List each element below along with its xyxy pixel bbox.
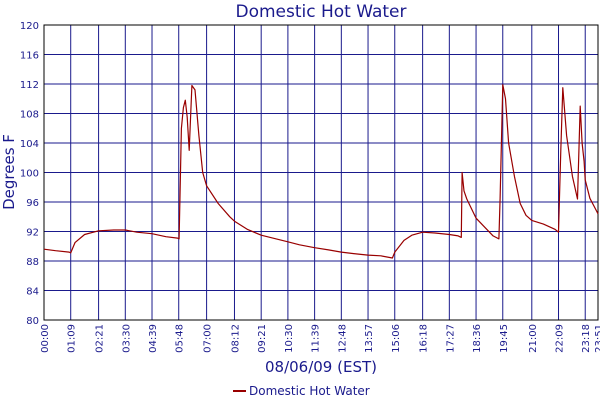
x-tick-label: 15:06	[391, 324, 402, 353]
x-tick-label: 05:48	[175, 324, 186, 353]
x-tick-label: 09:21	[257, 324, 268, 353]
x-tick-label: 10:30	[284, 324, 295, 353]
y-tick-label: 92	[26, 228, 39, 239]
x-tick-label: 02:21	[95, 324, 106, 353]
x-tick-label: 16:18	[419, 324, 430, 353]
x-axis-ticks: 00:00 01:09 02:21 03:30 04:39 05:48 07:00 08:12…	[40, 324, 600, 353]
x-tick-label: 07:00	[203, 324, 214, 353]
y-tick-label: 120	[20, 21, 39, 32]
y-tick-label: 88	[26, 257, 39, 268]
x-tick-label: 03:30	[121, 324, 132, 353]
x-tick-label: 11:39	[311, 324, 322, 353]
x-tick-label: 17:27	[445, 324, 456, 353]
y-tick-label: 100	[20, 169, 39, 180]
y-tick-label: 96	[26, 198, 39, 209]
chart-title: Domestic Hot Water	[235, 2, 406, 22]
series-line	[43, 84, 599, 259]
series-layer	[43, 84, 599, 259]
x-tick-label: 08:12	[230, 324, 241, 353]
legend-label: Domestic Hot Water	[249, 384, 370, 398]
x-tick-label: 19:45	[499, 324, 510, 353]
plot-area-frame	[43, 24, 599, 321]
y-tick-label: 116	[20, 51, 39, 62]
x-tick-label: 22:09	[555, 324, 566, 353]
x-tick-label: 13:57	[364, 324, 375, 353]
y-tick-label: 84	[26, 287, 39, 298]
legend: Domestic Hot Water	[233, 384, 370, 398]
x-tick-label: 01:09	[67, 324, 78, 353]
x-tick-label: 21:00	[528, 324, 539, 353]
y-tick-label: 80	[26, 316, 39, 327]
x-tick-label: 12:48	[337, 324, 348, 353]
x-tick-label: 18:36	[472, 324, 483, 353]
x-axis-label: 08/06/09 (EST)	[265, 358, 377, 376]
x-tick-label: 23:51	[594, 324, 600, 353]
chart-grid	[43, 24, 599, 321]
y-tick-label: 108	[20, 110, 39, 121]
y-tick-label: 112	[20, 80, 39, 91]
x-tick-label: 04:39	[148, 324, 159, 353]
x-tick-label: 23:18	[581, 324, 592, 353]
x-tick-label: 00:00	[40, 324, 51, 353]
y-axis-label: Degrees F	[0, 134, 18, 210]
y-axis-ticks: 80 84 88 92 96 100 104 108 112 116 120	[20, 21, 39, 327]
y-tick-label: 104	[20, 139, 39, 150]
